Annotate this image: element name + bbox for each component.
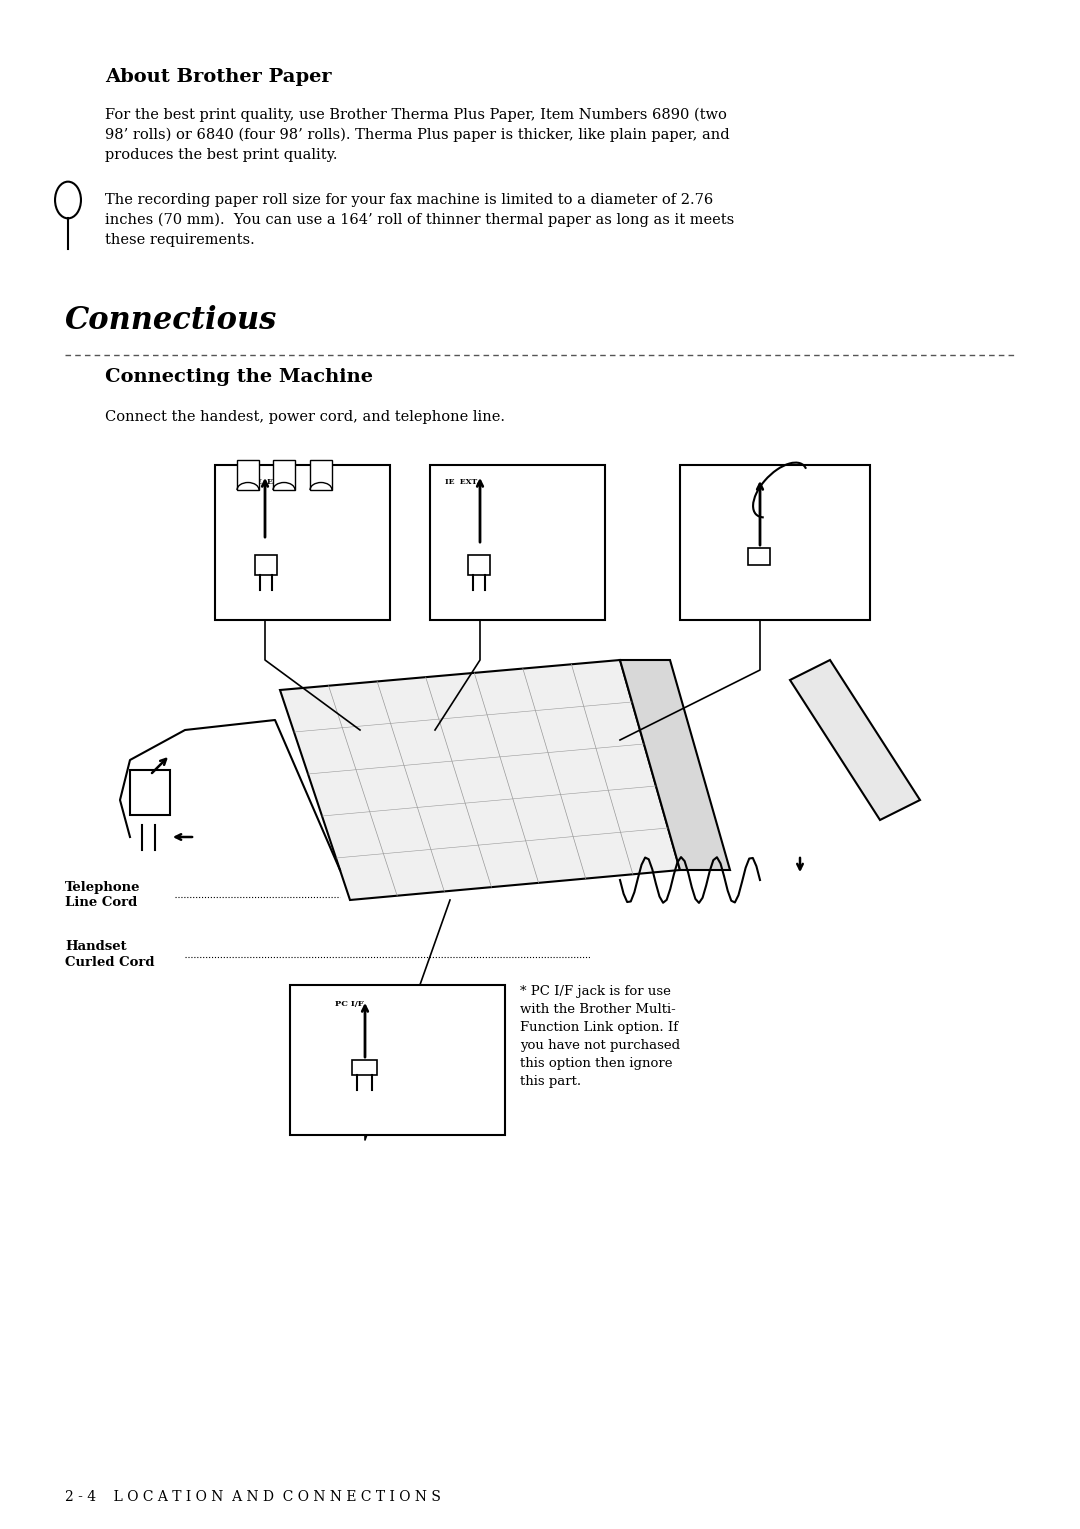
Text: PC I/F: PC I/F	[335, 1000, 364, 1008]
Text: 2 - 4    L O C A T I O N  A N D  C O N N E C T I O N S: 2 - 4 L O C A T I O N A N D C O N N E C …	[65, 1489, 441, 1505]
Text: For the best print quality, use Brother Therma Plus Paper, Item Numbers 6890 (tw: For the best print quality, use Brother …	[105, 109, 730, 162]
Bar	[291, 985, 505, 1135]
Bar	[468, 555, 490, 575]
Text: * PC I/F jack is for use
with the Brother Multi-
Function Link option. If
you ha: * PC I/F jack is for use with the Brothe…	[519, 985, 680, 1089]
Text: Connecting the Machine: Connecting the Machine	[105, 368, 373, 385]
Bar	[130, 771, 170, 815]
Text: The recording paper roll size for your fax machine is limited to a diameter of 2: The recording paper roll size for your f…	[105, 193, 734, 246]
Bar	[748, 547, 770, 566]
Bar	[680, 465, 870, 619]
Text: Telephone
Line Cord: Telephone Line Cord	[65, 881, 140, 910]
Bar	[215, 465, 390, 619]
Bar	[237, 460, 259, 489]
Polygon shape	[789, 661, 920, 820]
Text: Connect the handest, power cord, and telephone line.: Connect the handest, power cord, and tel…	[105, 410, 505, 424]
Bar	[430, 465, 605, 619]
Polygon shape	[280, 661, 680, 901]
Text: IE  EXT.: IE EXT.	[445, 479, 478, 486]
Text: LINE  EXT.: LINE EXT.	[240, 479, 286, 486]
Bar	[273, 460, 295, 489]
Polygon shape	[620, 661, 730, 870]
Text: About Brother Paper: About Brother Paper	[105, 67, 332, 86]
Bar	[352, 1060, 377, 1075]
Text: Handset
Curled Cord: Handset Curled Cord	[65, 940, 154, 969]
Bar	[255, 555, 276, 575]
Text: Connectious: Connectious	[65, 304, 278, 336]
Bar	[310, 460, 332, 489]
